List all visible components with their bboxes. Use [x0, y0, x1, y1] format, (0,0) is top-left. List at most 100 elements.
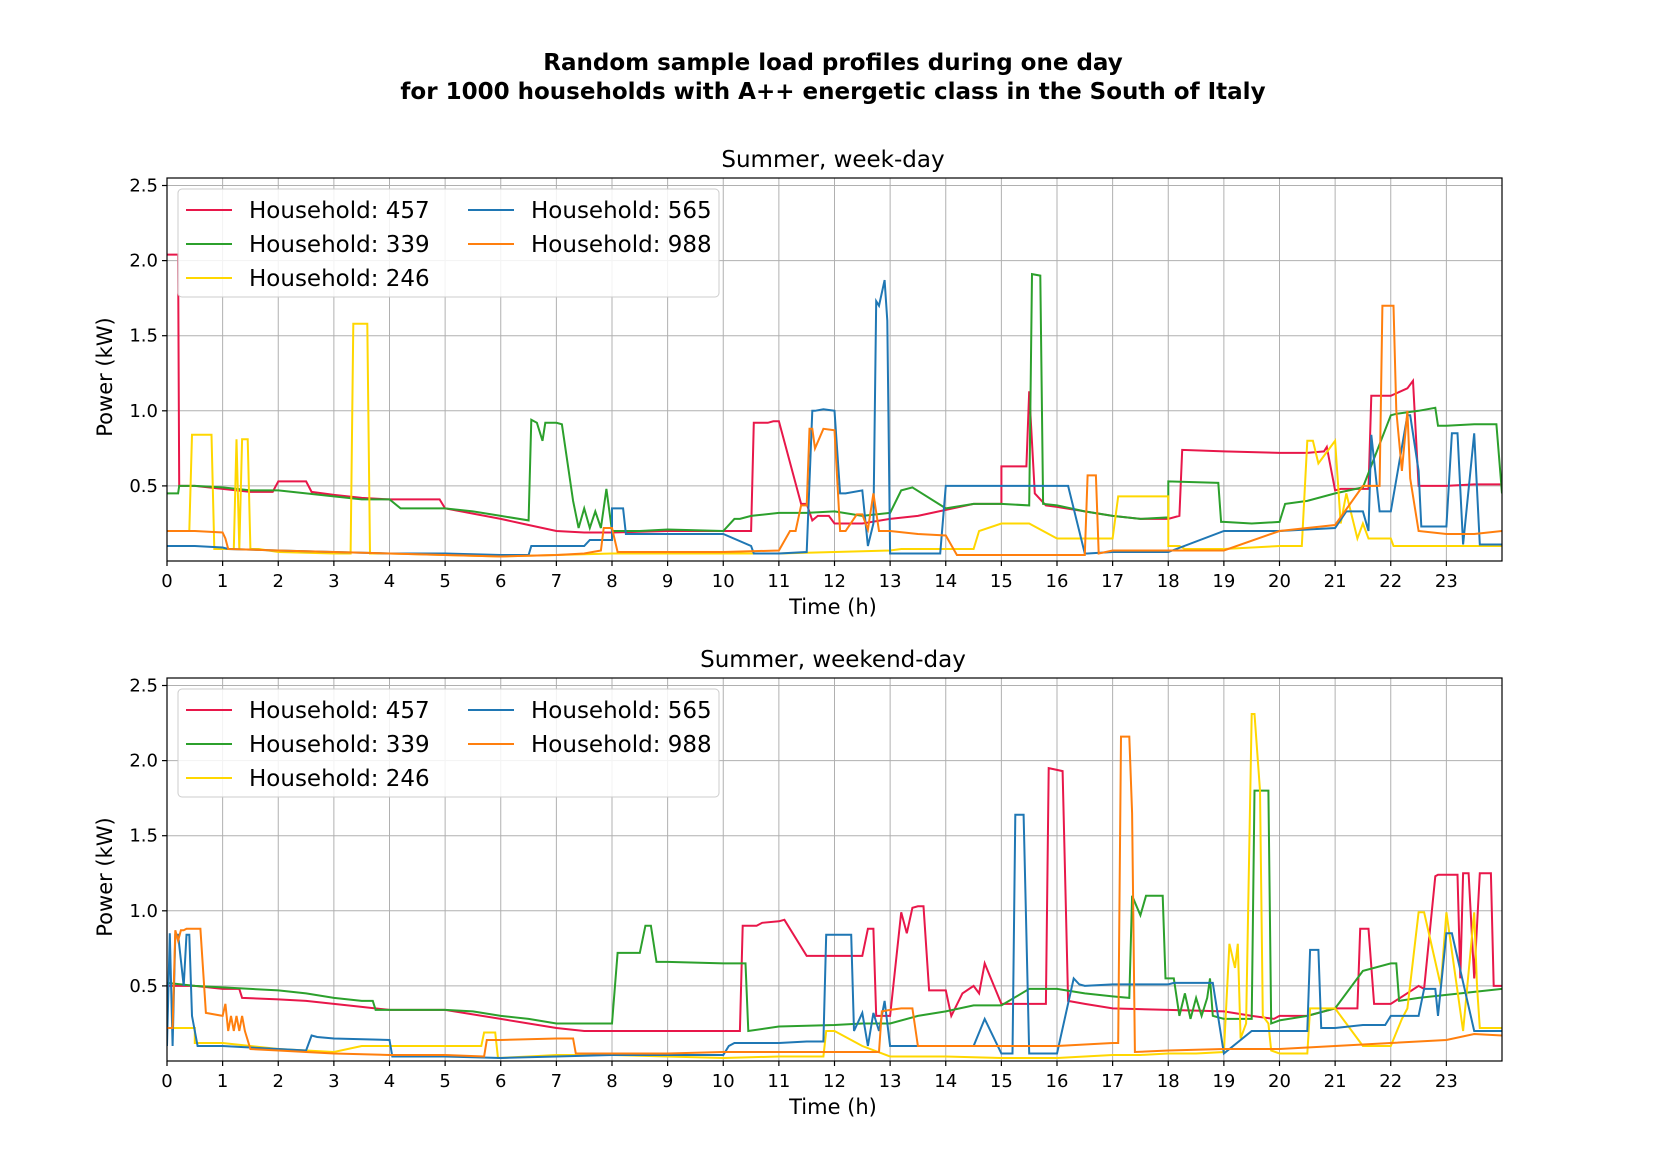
weekend-x-tick-label: 1	[217, 1071, 228, 1092]
weekend-y-tick-label: 1.0	[129, 901, 158, 922]
weekday-legend-label: Household: 246	[249, 266, 430, 292]
weekday-x-tick-label: 1	[217, 571, 228, 592]
weekend-x-tick-label: 17	[1101, 1071, 1124, 1092]
weekend-legend-label: Household: 457	[249, 698, 430, 724]
weekday-x-tick-label: 8	[606, 571, 617, 592]
weekday-x-tick-label: 13	[879, 571, 902, 592]
weekend-x-tick-label: 3	[328, 1071, 339, 1092]
weekday-x-tick-label: 16	[1046, 571, 1069, 592]
weekend-y-tick-label: 0.5	[129, 976, 158, 997]
weekend-legend-item: Household: 339	[186, 732, 430, 758]
weekday-x-tick-label: 17	[1101, 571, 1124, 592]
weekend-chart: Summer, weekend-day Time (h) Power (kW) …	[93, 647, 1503, 1119]
weekday-legend-box	[177, 188, 720, 298]
weekday-legend-label: Household: 339	[249, 232, 430, 258]
weekend-x-tick-label: 22	[1379, 1071, 1402, 1092]
weekend-x-tick-label: 15	[990, 1071, 1013, 1092]
weekday-x-tick-label: 9	[662, 571, 673, 592]
weekend-series-line-988	[167, 735, 1502, 1058]
weekend-series-group	[167, 713, 1502, 1060]
weekend-legend-item: Household: 988	[468, 732, 712, 758]
weekend-x-tick-label: 9	[662, 1071, 673, 1092]
weekend-legend-label: Household: 565	[531, 698, 712, 724]
weekday-x-tick-label: 22	[1379, 571, 1402, 592]
weekend-x-tick-label: 5	[439, 1071, 450, 1092]
weekend-x-tick-label: 11	[767, 1071, 790, 1092]
weekend-legend-label: Household: 246	[249, 766, 430, 792]
weekday-series-line-339	[167, 272, 1502, 533]
weekend-x-tick-label: 18	[1157, 1071, 1180, 1092]
weekday-x-tick-label: 7	[551, 571, 562, 592]
weekday-legend-label: Household: 457	[249, 198, 430, 224]
weekend-series-line-565	[167, 813, 1502, 1060]
weekday-legend-item: Household: 565	[468, 198, 712, 224]
weekend-legend-item: Household: 457	[186, 698, 430, 724]
weekday-series-group	[167, 253, 1502, 558]
weekday-x-tick-label: 14	[934, 571, 957, 592]
weekend-x-tick-label: 21	[1324, 1071, 1347, 1092]
weekday-x-tick-label: 19	[1212, 571, 1235, 592]
weekend-x-tick-label: 13	[879, 1071, 902, 1092]
weekday-x-tick-label: 12	[823, 571, 846, 592]
weekday-x-axis-label: Time (h)	[788, 595, 877, 619]
weekday-legend-label: Household: 988	[531, 232, 712, 258]
weekday-legend-item: Household: 246	[186, 266, 430, 292]
weekend-series-line-457	[167, 766, 1502, 1032]
weekend-y-axis-label: Power (kW)	[93, 817, 117, 936]
weekday-x-tick-label: 21	[1324, 571, 1347, 592]
weekday-x-tick-label: 18	[1157, 571, 1180, 592]
weekend-x-tick-label: 0	[161, 1071, 172, 1092]
weekend-x-tick-label: 14	[934, 1071, 957, 1092]
weekend-legend-label: Household: 988	[531, 732, 712, 758]
weekend-legend-item: Household: 246	[186, 766, 430, 792]
weekend-y-tick-label: 1.5	[129, 826, 158, 847]
weekday-x-tick-label: 15	[990, 571, 1013, 592]
figure-suptitle-line1: Random sample load profiles during one d…	[543, 50, 1122, 76]
weekday-y-tick-label: 1.0	[129, 401, 158, 422]
weekday-legend-item: Household: 988	[468, 232, 712, 258]
weekday-x-tick-label: 6	[495, 571, 506, 592]
weekday-y-tick-label: 1.5	[129, 326, 158, 347]
weekday-x-tick-label: 5	[439, 571, 450, 592]
weekday-x-tick-label: 10	[712, 571, 735, 592]
weekday-x-tick-label: 23	[1435, 571, 1458, 592]
weekday-legend-label: Household: 565	[531, 198, 712, 224]
weekday-x-tick-label: 11	[767, 571, 790, 592]
weekend-y-tick-label: 2.0	[129, 751, 158, 772]
weekend-x-tick-label: 8	[606, 1071, 617, 1092]
weekend-x-tick-label: 20	[1268, 1071, 1291, 1092]
weekday-x-tick-label: 0	[161, 571, 172, 592]
weekend-legend-item: Household: 565	[468, 698, 712, 724]
weekend-series-line-246	[167, 713, 1502, 1060]
weekday-series-line-565	[167, 279, 1502, 556]
weekend-chart-title: Summer, weekend-day	[700, 647, 966, 673]
weekend-legend-box	[177, 688, 720, 798]
weekday-x-tick-label: 20	[1268, 571, 1291, 592]
weekday-x-tick-label: 2	[273, 571, 284, 592]
weekday-x-tick-label: 3	[328, 571, 339, 592]
weekday-y-tick-label: 2.5	[129, 176, 158, 197]
weekend-x-tick-label: 23	[1435, 1071, 1458, 1092]
weekday-legend-item: Household: 339	[186, 232, 430, 258]
weekday-x-tick-label: 4	[384, 571, 395, 592]
weekday-series-line-988	[167, 304, 1502, 558]
weekend-x-tick-label: 16	[1046, 1071, 1069, 1092]
figure-suptitle-line2: for 1000 households with A++ energetic c…	[400, 79, 1265, 105]
weekend-x-tick-label: 4	[384, 1071, 395, 1092]
weekday-y-tick-label: 2.0	[129, 251, 158, 272]
weekday-chart-title: Summer, week-day	[721, 147, 944, 173]
weekend-legend: Household: 457 Household: 339 Household: 2…	[177, 688, 720, 798]
weekend-series-line-339	[167, 789, 1502, 1033]
weekend-x-tick-label: 10	[712, 1071, 735, 1092]
weekend-legend-label: Household: 339	[249, 732, 430, 758]
weekday-legend: Household: 457 Household: 339 Household: 2…	[177, 188, 720, 298]
weekend-x-tick-label: 12	[823, 1071, 846, 1092]
weekday-y-tick-label: 0.5	[129, 476, 158, 497]
weekend-x-tick-label: 19	[1212, 1071, 1235, 1092]
weekday-legend-item: Household: 457	[186, 198, 430, 224]
weekend-y-tick-label: 2.5	[129, 676, 158, 697]
weekend-x-axis-label: Time (h)	[788, 1095, 877, 1119]
weekday-y-axis-label: Power (kW)	[93, 317, 117, 436]
